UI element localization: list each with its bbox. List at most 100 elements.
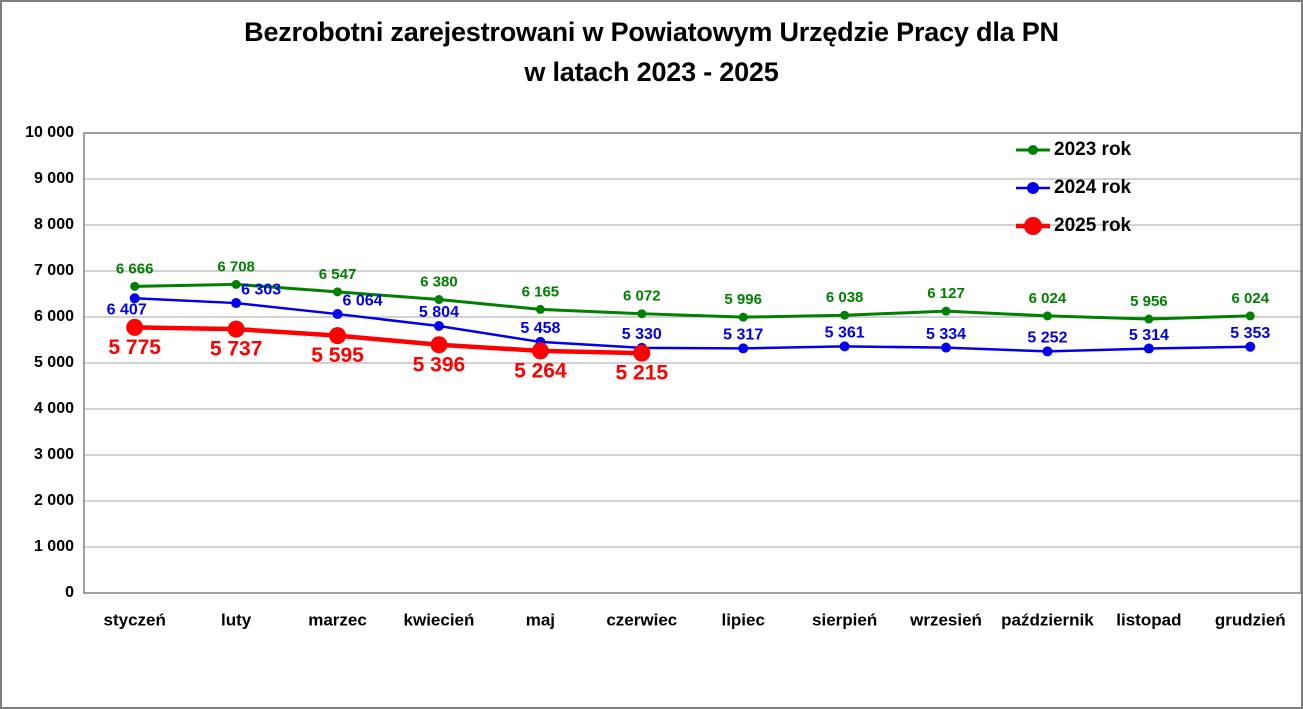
data-point-marker — [126, 318, 144, 336]
data-label: 6 064 — [343, 292, 383, 309]
y-tick-label: 1 000 — [34, 538, 74, 555]
data-point-marker — [941, 342, 952, 353]
data-label: 5 317 — [723, 327, 763, 344]
data-label: 5 595 — [311, 344, 364, 367]
data-point-marker — [329, 327, 347, 345]
legend-marker — [1027, 182, 1039, 194]
data-label: 5 996 — [724, 291, 762, 308]
data-point-marker — [1042, 311, 1052, 321]
data-label: 6 038 — [826, 289, 864, 306]
plot-area-border — [83, 132, 1301, 594]
legend-marker — [1028, 145, 1038, 155]
x-tick-label-marzec: marzec — [308, 610, 367, 629]
data-point-marker — [839, 341, 850, 352]
data-point-marker — [227, 320, 245, 338]
data-label: 6 165 — [522, 283, 560, 300]
data-point-marker — [1042, 346, 1053, 357]
data-label: 5 330 — [622, 326, 662, 343]
y-tick-label: 3 000 — [34, 446, 74, 463]
data-point-marker — [129, 293, 140, 304]
data-point-marker — [333, 287, 343, 297]
legend-marker — [1024, 217, 1042, 235]
data-label: 6 127 — [927, 285, 965, 302]
x-tick-label-listopad: listopad — [1116, 610, 1181, 629]
y-tick-label: 2 000 — [34, 492, 74, 509]
y-tick-label: 5 000 — [34, 354, 74, 371]
data-point-marker — [535, 304, 545, 314]
x-axis-labels: styczeń luty marzec kwiecień maj czerwiec lipi… — [104, 610, 1286, 629]
legend-entry-2025-rok: 2025 rok — [1016, 215, 1132, 236]
legend-label: 2025 rok — [1054, 215, 1132, 236]
data-point-marker — [840, 310, 850, 320]
x-tick-label-wrzesień: wrzesień — [909, 610, 982, 629]
data-label: 5 361 — [825, 325, 865, 342]
gridlines — [84, 178, 1301, 548]
series-line-2023-rok — [134, 282, 1251, 321]
x-tick-label-lipiec: lipiec — [721, 610, 764, 629]
y-tick-label: 8 000 — [34, 216, 74, 233]
y-tick-label: 7 000 — [34, 262, 74, 279]
data-point-marker — [1143, 343, 1154, 354]
data-label: 6 024 — [1029, 290, 1067, 307]
x-tick-label-sierpień: sierpień — [812, 610, 877, 629]
x-tick-label-maj: maj — [526, 610, 555, 629]
data-label: 5 775 — [108, 336, 161, 359]
data-point-marker — [1245, 311, 1255, 321]
data-point-marker — [430, 336, 448, 354]
series-2024-rok: 6 407 6 303 6 064 5 804 5 458 5 330 5 317 5 361… — [107, 281, 1270, 357]
data-label: 6 024 — [1232, 290, 1270, 307]
data-point-marker — [231, 279, 241, 289]
series-2023-rok: 6 666 6 708 6 547 6 380 6 165 6 072 5 996 6 038… — [116, 258, 1270, 324]
x-tick-label-czerwiec: czerwiec — [606, 610, 677, 629]
data-point-marker — [332, 309, 343, 320]
data-point-marker — [231, 298, 242, 309]
data-point-marker — [738, 312, 748, 322]
data-label: 6 708 — [217, 258, 255, 275]
data-point-marker — [531, 342, 549, 360]
legend-label: 2024 rok — [1054, 177, 1132, 198]
data-label: 6 547 — [319, 266, 357, 283]
data-label: 5 334 — [926, 326, 966, 343]
chart-title: Bezrobotni zarejestrowani w Powiatowym U… — [2, 12, 1301, 92]
series-line-2025-rok — [134, 325, 642, 356]
y-tick-label: 6 000 — [34, 308, 74, 325]
data-label: 6 072 — [623, 288, 661, 305]
data-point-marker — [637, 309, 647, 319]
data-label: 6 666 — [116, 260, 154, 277]
data-label: 5 737 — [210, 338, 263, 361]
x-tick-label-grudzień: grudzień — [1215, 610, 1286, 629]
legend-label: 2023 rok — [1054, 139, 1132, 160]
data-label: 5 264 — [514, 359, 567, 382]
data-point-marker — [941, 306, 951, 316]
data-point-marker — [633, 344, 651, 362]
x-tick-label-luty: luty — [221, 610, 252, 629]
chart-title-line2: w latach 2023 - 2025 — [524, 57, 779, 87]
data-label: 6 303 — [241, 281, 281, 298]
data-label: 5 458 — [520, 320, 560, 337]
data-point-marker — [433, 321, 444, 332]
y-tick-label: 9 000 — [34, 170, 74, 187]
data-label: 5 215 — [616, 362, 669, 385]
data-point-marker — [1245, 341, 1256, 352]
data-label: 6 407 — [107, 301, 147, 318]
legend-entry-2024-rok: 2024 rok — [1016, 177, 1132, 198]
data-label: 5 252 — [1027, 330, 1067, 347]
y-tick-label: 4 000 — [34, 400, 74, 417]
data-point-marker — [434, 295, 444, 305]
data-point-marker — [130, 281, 140, 291]
series-line-2024-rok — [134, 297, 1251, 353]
data-label: 6 380 — [420, 273, 458, 290]
data-label: 5 804 — [419, 304, 459, 321]
y-axis-labels: 0 1 000 2 000 3 000 4 000 5 000 6 000 7 000 8 00… — [25, 124, 74, 601]
legend-entry-2023-rok: 2023 rok — [1016, 139, 1132, 160]
x-tick-label-kwiecień: kwiecień — [404, 610, 475, 629]
data-label: 5 314 — [1129, 327, 1169, 344]
series-2025-rok: 5 775 5 737 5 595 5 396 5 264 5 215 — [108, 318, 669, 385]
y-tick-label: 10 000 — [25, 124, 74, 141]
data-label: 5 956 — [1130, 293, 1168, 310]
y-tick-label: 0 — [65, 584, 74, 601]
chart-title-line1: Bezrobotni zarejestrowani w Powiatowym U… — [244, 17, 1059, 47]
data-point-marker — [738, 343, 749, 354]
